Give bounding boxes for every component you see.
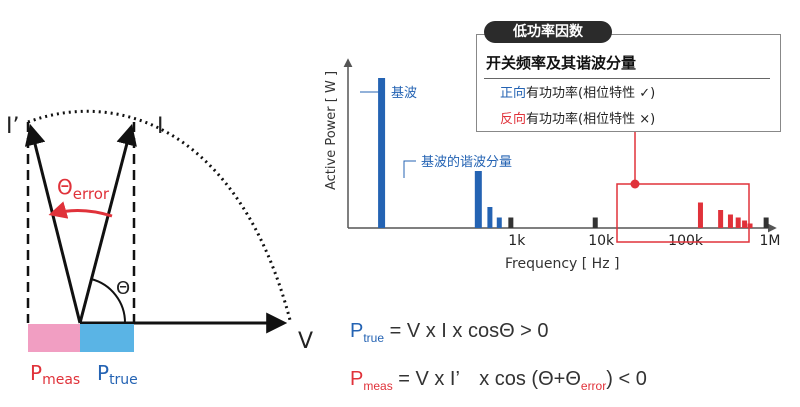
formula-p-true-expr: = V x I x cosΘ > 0: [384, 320, 549, 342]
theta-arc: [90, 278, 127, 324]
x-tick-label: 1k: [508, 233, 526, 249]
current-phasor-i: [78, 123, 137, 324]
annotation-fundamental: 基波: [391, 86, 417, 101]
theta-error-arrow: [48, 201, 113, 219]
forward-text: 有功功率(相位特性 ✓): [526, 86, 656, 101]
label-theta: Θ: [116, 278, 130, 299]
info-box-divider: [484, 78, 770, 79]
spectrum-bar: [735, 217, 741, 228]
formula-p-true-symbol: Ptrue: [350, 320, 385, 345]
label-theta-error: Θerror: [57, 175, 110, 203]
formula-p-meas-expr: = V x I’ x cos (Θ+Θ: [392, 368, 581, 390]
info-line-forward: 正向有功功率(相位特性 ✓): [500, 82, 655, 101]
spectrum-bar: [474, 171, 482, 228]
formula-theta-error-sub: error: [580, 379, 607, 393]
label-v: V: [298, 329, 313, 354]
label-p-meas: Pmeas: [30, 361, 80, 388]
x-tick-label: 10k: [588, 233, 615, 249]
label-i: I: [157, 114, 164, 139]
info-box-title: 低功率因数: [484, 21, 612, 43]
dotted-arc: [27, 109, 292, 321]
spectrum-bar: [763, 217, 769, 228]
high-frequency-highlight: [616, 183, 750, 243]
spectrum-bar: [378, 78, 386, 228]
spectrum-bar: [487, 207, 493, 228]
x-tick-label: 1M: [760, 233, 781, 249]
label-i-prime: I’: [6, 114, 19, 139]
forward-label: 正向: [500, 86, 527, 101]
p-true-bar: [80, 324, 134, 352]
formula-p-meas: Pmeas = V x I’ x cos (Θ+Θerror) < 0: [350, 362, 647, 393]
x-axis-label: Frequency [ Hz ]: [505, 256, 619, 272]
spectrum-bar: [496, 217, 502, 228]
spectrum-bar: [697, 202, 703, 228]
info-line-reverse: 反向有功功率(相位特性 ×): [500, 108, 655, 127]
current-phasor-i-prime: [24, 123, 82, 324]
y-axis-label: Active Power [ W ]: [324, 71, 339, 190]
info-box-heading: 开关频率及其谐波分量: [486, 54, 637, 72]
annotation-harmonics: 基波的谐波分量: [421, 154, 512, 170]
reverse-label: 反向: [500, 112, 527, 127]
spectrum-bar: [727, 214, 733, 228]
formula-p-true: Ptrue = V x I x cosΘ > 0: [350, 320, 549, 345]
spectrum-chart: Active Power [ W ] Frequency [ Hz ] 1k 10…: [324, 58, 781, 272]
spectrum-bar: [592, 217, 598, 228]
highlight-connector-dot: [630, 179, 640, 189]
spectrum-bar: [742, 220, 748, 228]
spectrum-bar: [747, 223, 753, 228]
spectrum-bar: [718, 210, 724, 228]
formula-p-meas-symbol: Pmeas: [350, 368, 393, 393]
formula-p-meas-end: ) < 0: [606, 368, 647, 390]
p-meas-bar: [28, 324, 80, 352]
harmonics-leader: [403, 160, 416, 178]
info-box: [476, 34, 781, 132]
spectrum-bar: [508, 217, 514, 228]
x-tick-label: 100k: [668, 233, 704, 249]
label-p-true: Ptrue: [97, 361, 138, 388]
reverse-text: 有功功率(相位特性 ×): [526, 112, 656, 127]
